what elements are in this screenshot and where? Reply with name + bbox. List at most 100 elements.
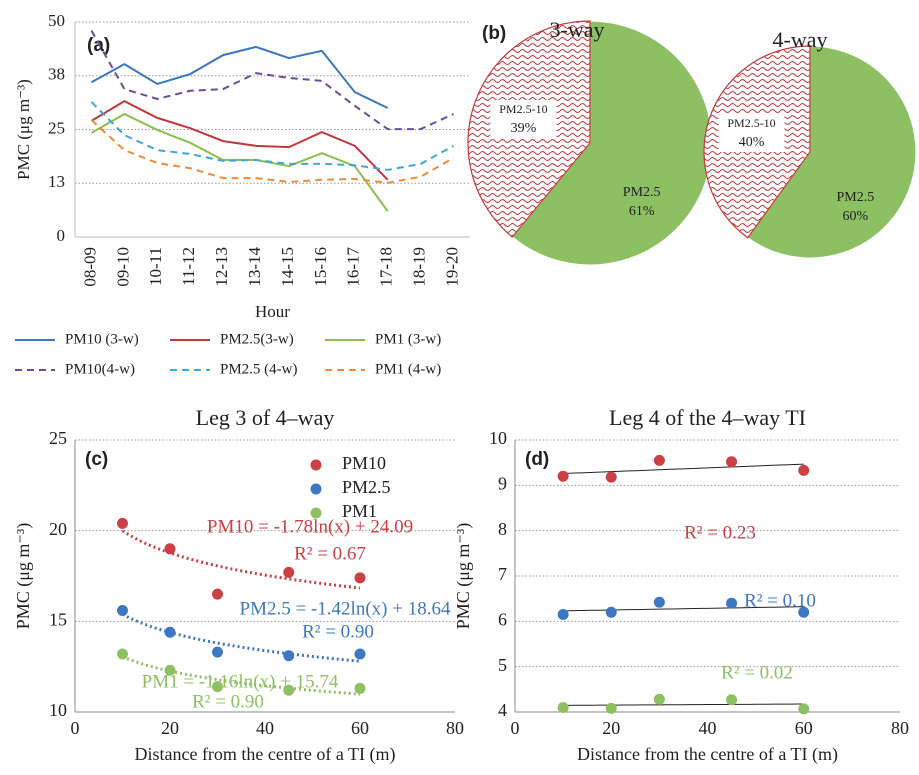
chart-title: Leg 3 of 4–way [196, 405, 335, 430]
pie-title: 4-way [773, 27, 828, 52]
scatter-point [212, 681, 223, 693]
x-tick-label: 20 [602, 718, 620, 738]
y-tick-label: 8 [498, 519, 507, 539]
x-tick-label: 60 [351, 718, 369, 738]
x-tick-label: 0 [511, 718, 520, 738]
scatter-point [726, 456, 738, 468]
y-axis-label: PMC (μg m⁻³) [13, 523, 34, 630]
y-axis-label: PMC (μg m⁻³) [453, 523, 474, 630]
scatter-point [354, 572, 366, 584]
x-tick-label: 10-11 [146, 247, 165, 286]
scatter-point [605, 702, 617, 714]
scatter-point [354, 648, 366, 660]
scatter-point [726, 694, 738, 706]
legend-label: PM10 [342, 453, 386, 473]
x-tick-label: 60 [795, 718, 813, 738]
x-tick-label: 20 [161, 718, 179, 738]
y-tick-label: 25 [48, 118, 65, 137]
x-tick-label: 19-20 [442, 247, 461, 287]
legend-label: PM1 (3-w) [375, 331, 441, 347]
scatter-point [605, 471, 617, 483]
x-tick-label: 80 [891, 718, 909, 738]
trendline [563, 703, 804, 706]
r-squared: R² = 0.90 [302, 621, 374, 642]
slice-value: 60% [843, 209, 869, 224]
x-tick-label: 09-10 [113, 247, 132, 287]
y-axis-label: PMC (μg m⁻³) [14, 79, 33, 180]
y-tick-label: 6 [498, 609, 507, 629]
legend-marker [310, 483, 322, 495]
scatter-point [354, 682, 366, 694]
slice-name: PM2.5 [836, 190, 874, 205]
y-tick-label: 13 [48, 172, 65, 191]
scatter-point [164, 664, 176, 676]
x-tick-label: 17-18 [377, 247, 396, 287]
y-tick-label: 0 [57, 226, 66, 245]
scatter-point [798, 703, 810, 715]
y-tick-label: 5 [498, 655, 507, 675]
scatter-point [164, 543, 176, 555]
r-squared: R² = 0.10 [744, 590, 816, 611]
chart-title: Leg 4 of the 4–way TI [609, 405, 806, 430]
x-tick-label: 08-09 [80, 247, 99, 287]
pie-title: 3-way [550, 17, 605, 42]
scatter-point [798, 606, 810, 618]
x-axis-label: Hour [255, 302, 290, 321]
label-bg [718, 114, 785, 153]
x-tick-label: 12-13 [212, 247, 231, 287]
legend-label: PM1 (4-w) [375, 361, 441, 377]
y-tick-label: 20 [49, 519, 67, 539]
slice-value: 40% [739, 135, 765, 150]
scatter-point [283, 684, 295, 696]
scatter-point [283, 566, 295, 578]
scatter-point [117, 517, 128, 529]
slice-value: 61% [629, 204, 655, 219]
x-tick-label: 40 [699, 718, 717, 738]
r-squared: R² = 0.90 [192, 691, 264, 712]
y-tick-label: 38 [48, 65, 65, 84]
trend-equation: PM1 = -1.16ln(x) + 15.74 [142, 671, 339, 692]
trendline [563, 463, 804, 475]
trendline [121, 655, 361, 696]
y-tick-label: 10 [49, 700, 67, 720]
y-tick-label: 7 [498, 564, 507, 584]
x-tick-label: 11-12 [179, 247, 198, 286]
slice-name: PM2.5-10 [499, 102, 547, 116]
x-axis-label: Distance from the centre of a TI (m) [577, 744, 838, 765]
scatter-point [557, 609, 569, 621]
scatter-point [557, 701, 569, 713]
scatter-point [212, 588, 223, 600]
scatter-point [798, 464, 810, 476]
trend-equation: PM2.5 = -1.42ln(x) + 18.64 [240, 598, 451, 619]
scatter-point [212, 646, 223, 658]
line-series [90, 45, 389, 109]
y-tick-label: 50 [48, 11, 65, 30]
trend-equation: PM10 = -1.78ln(x) + 24.09 [207, 516, 413, 537]
panel-label: (d) [525, 449, 549, 470]
x-tick-label: 13-14 [245, 247, 264, 287]
x-tick-label: 80 [446, 718, 464, 738]
scatter-point [605, 606, 617, 618]
legend-label: PM2.5 [342, 477, 391, 497]
slice-name: PM2.5 [623, 185, 661, 200]
scatter-point [653, 454, 665, 466]
panel-label: (c) [85, 449, 108, 470]
r-squared: R² = 0.23 [684, 522, 756, 543]
line-series [90, 30, 454, 131]
scatter-point [283, 650, 295, 662]
r-squared: R² = 0.67 [294, 543, 366, 564]
pie-slice [746, 45, 917, 259]
label-bg [490, 100, 557, 139]
y-tick-label: 15 [49, 609, 67, 629]
scatter-point [726, 597, 738, 609]
legend-marker [310, 459, 322, 471]
r-squared: R² = 0.02 [721, 662, 793, 683]
legend-label: PM2.5 (4-w) [220, 361, 298, 377]
scatter-point [117, 604, 128, 616]
legend-label: PM10(4-w) [65, 361, 135, 377]
legend-label: PM1 [342, 501, 377, 521]
scatter-point [653, 596, 665, 608]
legend-label: PM2.5(3-w) [220, 331, 294, 347]
trendline [563, 606, 804, 612]
